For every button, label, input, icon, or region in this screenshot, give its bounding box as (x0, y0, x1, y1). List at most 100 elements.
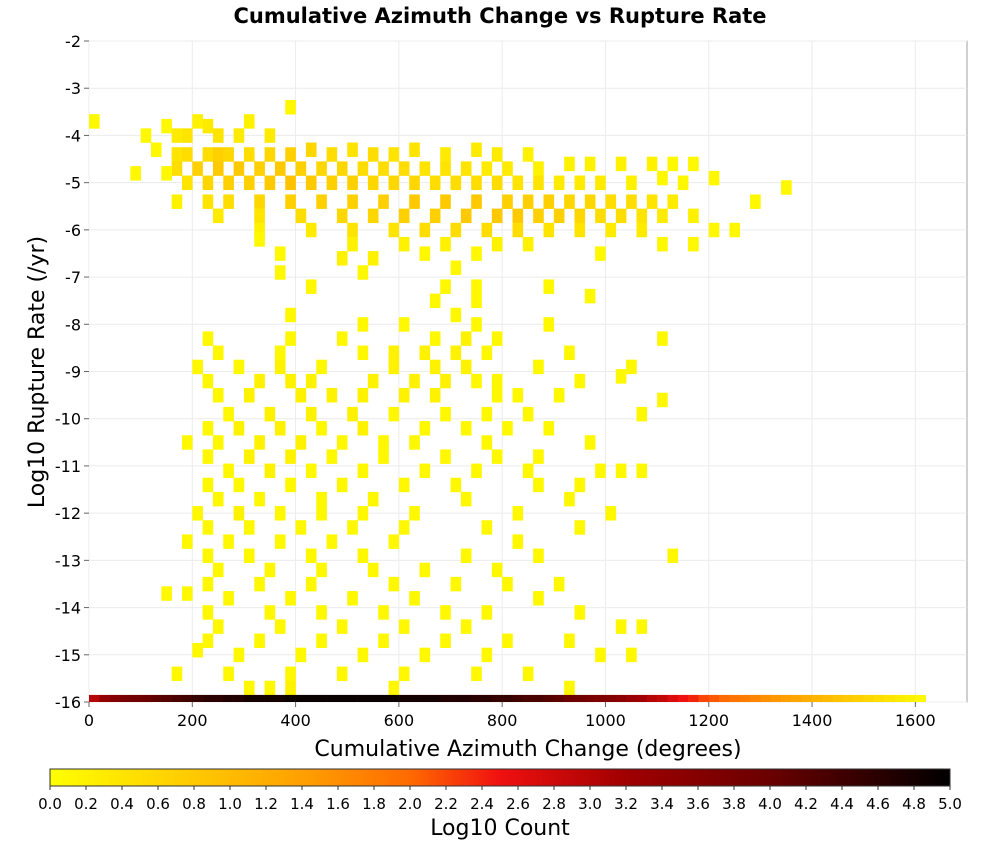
heatmap-cell (533, 477, 544, 493)
heatmap-cell (150, 694, 162, 702)
colorbar-tick-label: 1.8 (362, 795, 386, 813)
heatmap-cell (398, 317, 410, 332)
heatmap-cell (419, 647, 431, 663)
heatmap-cell (708, 694, 720, 702)
heatmap-cell (254, 232, 265, 247)
heatmap-cell (533, 208, 544, 224)
heatmap-cell (543, 421, 555, 436)
heatmap-cell (305, 548, 317, 564)
x-tick-label: 1600 (895, 711, 936, 730)
heatmap-cell (595, 208, 606, 224)
heatmap-cell (512, 694, 524, 702)
heatmap-cell (409, 506, 420, 521)
heatmap-cell (305, 576, 317, 592)
heatmap-cell (626, 194, 637, 209)
heatmap-cell (832, 694, 844, 702)
heatmap-cell (202, 548, 214, 564)
heatmap-cell (429, 694, 441, 702)
heatmap-cell (150, 142, 162, 157)
heatmap-cell (181, 586, 193, 601)
x-tick-label: 1000 (585, 711, 626, 730)
heatmap-cell (460, 331, 472, 346)
heatmap-cell (264, 694, 276, 702)
heatmap-cell (357, 506, 369, 521)
heatmap-cell (202, 605, 214, 620)
heatmap-cell (533, 694, 544, 702)
heatmap-cell (429, 331, 441, 346)
heatmap-cell (316, 161, 327, 176)
colorbar-tick-label: 4.8 (902, 795, 926, 813)
y-tick-label: -6 (65, 221, 81, 240)
heatmap-cell (915, 694, 926, 702)
heatmap-cell (274, 534, 286, 549)
x-axis-label: Cumulative Azimuth Change (degrees) (314, 737, 741, 762)
heatmap-cell (367, 175, 379, 191)
heatmap-cell (212, 388, 224, 403)
y-tick-label: -4 (65, 126, 81, 145)
heatmap-cell (378, 449, 389, 464)
y-tick-label: -10 (55, 410, 81, 429)
heatmap-cell (233, 128, 245, 143)
heatmap-cell (481, 222, 493, 238)
heatmap-cell (130, 694, 141, 702)
heatmap-cell (440, 605, 451, 620)
heatmap-cell (316, 605, 327, 620)
heatmap-cell (202, 147, 214, 162)
heatmap-cell (264, 406, 276, 422)
heatmap-cell (481, 605, 493, 620)
y-tick-label: -9 (65, 363, 81, 382)
heatmap-cell (192, 359, 203, 375)
heatmap-cell (533, 591, 544, 606)
heatmap-cell (677, 175, 689, 191)
heatmap-cell (853, 694, 865, 702)
heatmap-cell (626, 359, 637, 375)
heatmap-cell (657, 208, 668, 224)
colorbar-tick-label: 2.0 (398, 795, 422, 813)
heatmap-cell (212, 147, 224, 162)
heatmap-cell (874, 694, 885, 702)
heatmap-cell (491, 694, 503, 702)
heatmap-cell (564, 491, 575, 507)
heatmap-cell (212, 619, 224, 634)
heatmap-cell (264, 562, 276, 578)
heatmap-cell (522, 194, 534, 209)
heatmap-cell (326, 388, 338, 403)
heatmap-cell (429, 175, 441, 191)
heatmap-cell (502, 161, 513, 176)
heatmap-cell (584, 435, 596, 450)
heatmap-cell (378, 435, 389, 450)
heatmap-cell (522, 463, 534, 479)
colorbar-tick-label: 3.6 (686, 795, 710, 813)
heatmap-cell (316, 421, 327, 436)
heatmap-cell (223, 463, 234, 479)
heatmap-cell (481, 435, 493, 450)
heatmap-cell (636, 406, 648, 422)
heatmap-cell (646, 194, 658, 209)
heatmap-cell (440, 161, 451, 176)
heatmap-cell (574, 208, 586, 224)
colorbar-tick-label: 0.2 (74, 795, 98, 813)
heatmap-cell (378, 161, 389, 176)
heatmap-cell (615, 156, 627, 172)
heatmap-cell (553, 388, 565, 403)
heatmap-cell (109, 694, 121, 702)
heatmap-cell (316, 359, 327, 375)
heatmap-cell (533, 548, 544, 564)
heatmap-cell (295, 647, 307, 663)
heatmap-cell (274, 161, 286, 176)
colorbar-tick-label: 5.0 (938, 795, 962, 813)
heatmap-cell (243, 449, 255, 464)
heatmap-cell (357, 345, 369, 360)
heatmap-cell (460, 359, 472, 375)
heatmap-cell (708, 170, 720, 186)
heatmap-cell (243, 175, 255, 191)
heatmap-cell (243, 520, 255, 535)
x-tick-label: 1400 (792, 711, 833, 730)
heatmap-cell (295, 388, 307, 403)
heatmap-cell (595, 647, 606, 663)
heatmap-cell (171, 666, 183, 682)
heatmap-cell (212, 345, 224, 360)
heatmap-cell (574, 222, 586, 238)
heatmap-cell (212, 161, 224, 176)
